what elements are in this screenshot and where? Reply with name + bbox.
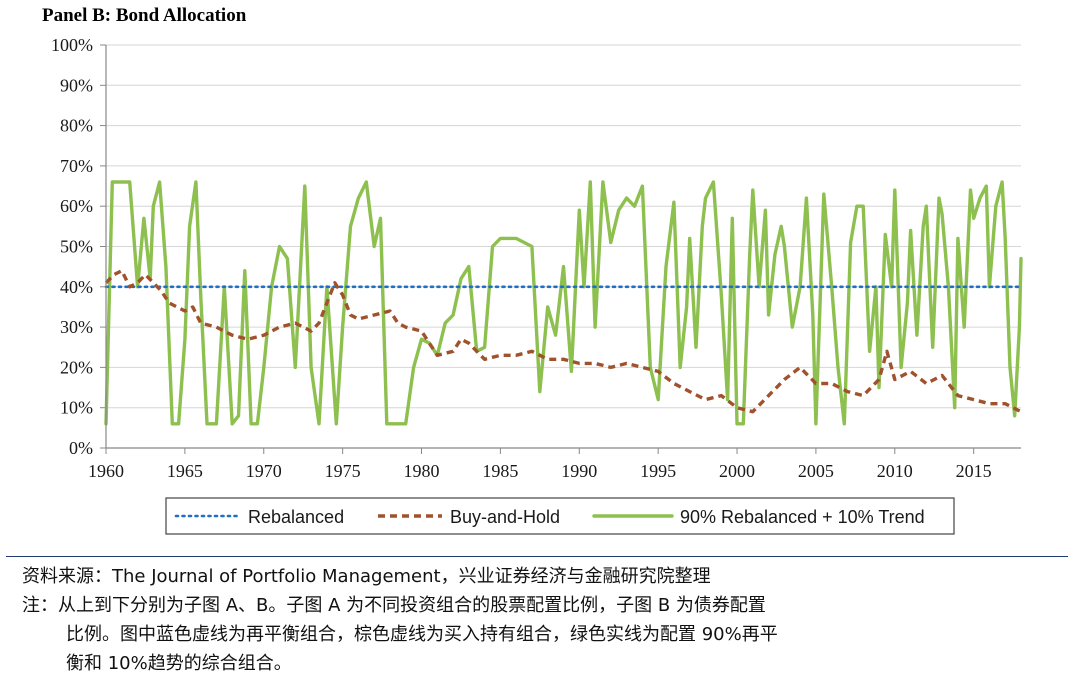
y-axis-ticks: 0% 10% 20% 30% 40% 50% 60% 70% 80% 90% 100%	[51, 35, 106, 458]
legend-label-buy-and-hold: Buy-and-Hold	[450, 507, 560, 527]
y-tick-label: 80%	[60, 116, 93, 136]
grid-lines	[106, 44, 1021, 409]
x-tick-label: 1960	[88, 461, 124, 481]
note-label: 注：	[22, 595, 58, 616]
note-row-2: 比例。图中蓝色虚线为再平衡组合，棕色虚线为买入持有组合，绿色实线为配置 90%再…	[22, 620, 1062, 649]
x-tick-label: 2015	[956, 461, 992, 481]
x-tick-label: 1990	[561, 461, 597, 481]
x-tick-label: 1985	[482, 461, 518, 481]
source-row: 资料来源：The Journal of Portfolio Management…	[22, 562, 1062, 591]
source-text: The Journal of Portfolio Management，兴业证券…	[112, 566, 711, 587]
x-tick-label: 2010	[877, 461, 913, 481]
y-tick-label: 10%	[60, 398, 93, 418]
x-tick-label: 1965	[167, 461, 203, 481]
note-line-1: 从上到下分别为子图 A、B。子图 A 为不同投资组合的股票配置比例，子图 B 为…	[58, 595, 766, 616]
legend: Rebalanced Buy-and-Hold 90% Rebalanced +…	[165, 497, 955, 535]
legend-label-trend: 90% Rebalanced + 10% Trend	[680, 507, 925, 527]
series-line-90-rebalanced-10-trend	[104, 180, 1023, 426]
plot-series	[104, 180, 1023, 426]
note-row: 注：从上到下分别为子图 A、B。子图 A 为不同投资组合的股票配置比例，子图 B…	[22, 591, 1062, 620]
divider-line	[6, 556, 1068, 557]
y-tick-label: 40%	[60, 277, 93, 297]
x-tick-label: 1975	[325, 461, 361, 481]
note-line-2: 比例。图中蓝色虚线为再平衡组合，棕色虚线为买入持有组合，绿色实线为配置 90%再…	[66, 624, 778, 645]
y-tick-label: 70%	[60, 156, 93, 176]
y-tick-label: 20%	[60, 357, 93, 377]
x-tick-label: 1970	[246, 461, 282, 481]
y-tick-label: 90%	[60, 75, 93, 95]
x-tick-label: 1980	[404, 461, 440, 481]
y-tick-label: 30%	[60, 317, 93, 337]
note-line-3: 衡和 10%趋势的综合组合。	[66, 653, 292, 674]
x-axis-ticks: 1960 1965 1970 1975 1980 1985 1990 1995 2000 2005…	[88, 448, 992, 481]
notes-block: 资料来源：The Journal of Portfolio Management…	[22, 562, 1062, 678]
x-tick-label: 2000	[719, 461, 755, 481]
legend-label-rebalanced: Rebalanced	[248, 507, 344, 527]
y-tick-label: 60%	[60, 196, 93, 216]
series-line-buy-and-hold	[104, 269, 1022, 414]
y-tick-label: 50%	[60, 237, 93, 257]
y-tick-label: 100%	[51, 35, 93, 55]
chart-title: Panel B: Bond Allocation	[42, 5, 247, 26]
x-tick-label: 2005	[798, 461, 834, 481]
y-tick-label: 0%	[69, 438, 93, 458]
legend-box	[165, 497, 955, 535]
source-label: 资料来源：	[22, 566, 112, 587]
x-tick-label: 1995	[640, 461, 676, 481]
note-row-3: 衡和 10%趋势的综合组合。	[22, 649, 1062, 678]
bond-allocation-chart: Panel B: Bond Allocation 0% 10% 20% 30% 40% 5…	[42, 5, 1023, 535]
